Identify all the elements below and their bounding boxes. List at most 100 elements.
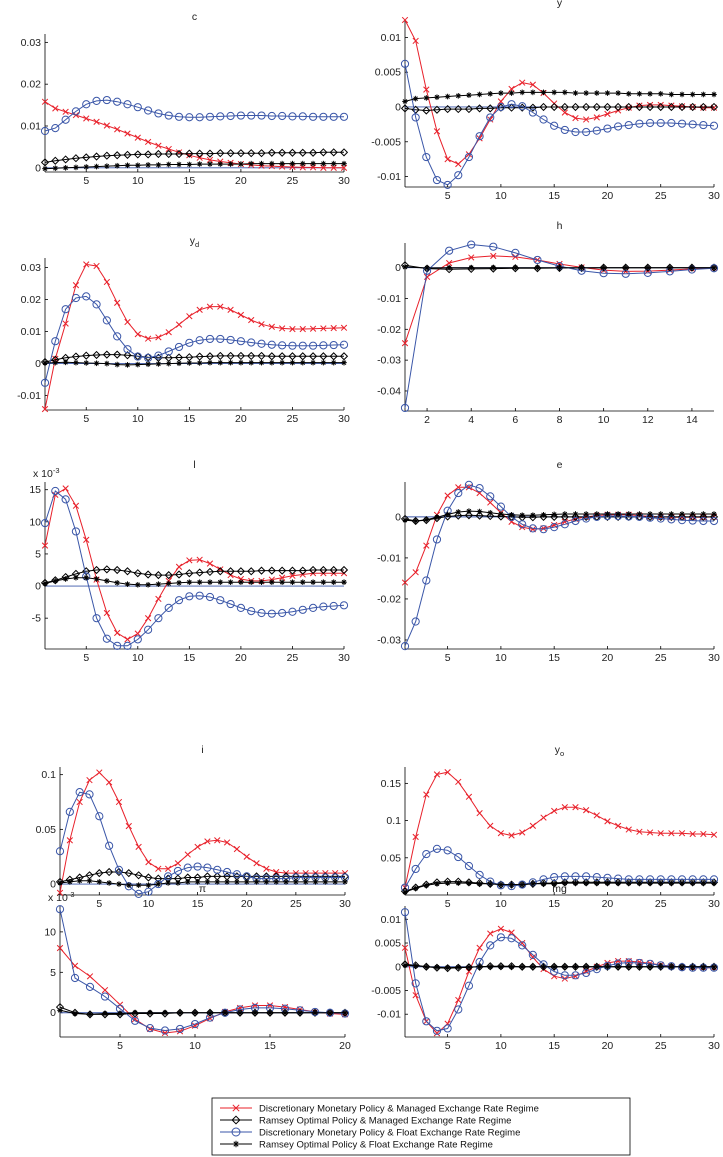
panel-title-main: y bbox=[190, 235, 196, 247]
data-point bbox=[195, 591, 204, 600]
series-path bbox=[44, 263, 345, 410]
x-tick-label: 15 bbox=[548, 898, 560, 910]
data-point bbox=[160, 1026, 170, 1035]
data-point bbox=[224, 879, 230, 885]
data-point bbox=[133, 352, 142, 361]
data-point bbox=[529, 81, 537, 88]
data-point bbox=[625, 826, 632, 833]
data-point bbox=[667, 102, 676, 112]
data-point bbox=[490, 264, 497, 271]
data-point bbox=[423, 963, 430, 970]
data-point bbox=[476, 508, 483, 515]
chart-panel: h 2 4 6 8 10 12 14 -0.04 -0.03 -0.02 -0.01 0 bbox=[377, 220, 719, 426]
data-point bbox=[196, 360, 203, 366]
data-point bbox=[217, 161, 224, 167]
panel-title-main: h bbox=[557, 220, 563, 232]
data-point bbox=[422, 849, 431, 859]
data-point bbox=[571, 512, 580, 521]
x-tick-label: 30 bbox=[708, 652, 720, 664]
data-point bbox=[667, 512, 676, 521]
data-point bbox=[134, 630, 141, 637]
data-point bbox=[519, 89, 526, 96]
chart-panel: l x 10-3 5 10 15 20 25 30 -5 0 5 10 15 bbox=[29, 459, 350, 664]
y-tick-label: 10 bbox=[29, 516, 41, 528]
data-point bbox=[216, 149, 225, 158]
data-point bbox=[530, 89, 536, 96]
data-point bbox=[402, 517, 408, 523]
y-tick-label: 0.02 bbox=[21, 79, 42, 91]
data-point bbox=[434, 881, 440, 887]
data-point bbox=[310, 579, 316, 585]
x-tick-label: 5 bbox=[83, 175, 89, 187]
data-point bbox=[134, 162, 141, 169]
legend-label: Discretionary Monetary Policy & Managed … bbox=[259, 1104, 539, 1115]
legend-marker bbox=[231, 1115, 241, 1125]
legend-marker bbox=[232, 1104, 240, 1112]
data-point bbox=[269, 160, 275, 167]
data-point bbox=[528, 108, 537, 117]
data-point bbox=[164, 149, 173, 159]
data-point bbox=[604, 110, 611, 118]
data-point bbox=[465, 793, 473, 800]
data-point bbox=[103, 278, 111, 286]
y-tick-label: 0 bbox=[35, 162, 41, 174]
data-point bbox=[247, 351, 256, 361]
data-point bbox=[298, 112, 307, 121]
data-point bbox=[645, 118, 655, 128]
x-tick-label: 10 bbox=[143, 898, 155, 910]
data-point bbox=[689, 880, 696, 886]
data-point bbox=[252, 1009, 258, 1016]
data-point bbox=[412, 518, 419, 524]
data-point bbox=[329, 112, 338, 121]
data-point bbox=[61, 155, 70, 164]
data-point bbox=[174, 570, 184, 579]
data-point bbox=[232, 870, 241, 879]
data-point bbox=[299, 325, 306, 333]
data-point bbox=[464, 152, 474, 162]
data-point bbox=[422, 106, 431, 115]
y-tick-label: -0.02 bbox=[377, 324, 401, 336]
y-tick-label: 0 bbox=[35, 581, 41, 593]
y-scale-label: x 10-3 bbox=[48, 890, 75, 904]
data-point bbox=[226, 351, 235, 361]
data-point bbox=[476, 881, 483, 887]
data-point bbox=[657, 830, 664, 837]
data-point bbox=[434, 94, 440, 101]
data-point bbox=[668, 511, 675, 517]
data-point bbox=[143, 150, 153, 159]
x-tick-label: 5 bbox=[445, 1040, 451, 1052]
data-point bbox=[411, 516, 420, 526]
panel-title: h bbox=[557, 220, 563, 232]
data-point bbox=[583, 880, 589, 886]
data-point bbox=[508, 929, 515, 936]
chart-panel: π x 10-3 5 10 15 20 0 5 10 bbox=[44, 883, 351, 1052]
data-point bbox=[102, 316, 111, 325]
data-point bbox=[320, 579, 327, 585]
data-point bbox=[96, 879, 103, 885]
data-point bbox=[279, 160, 285, 167]
data-point bbox=[668, 91, 675, 98]
x-tick-label: 5 bbox=[117, 1040, 123, 1052]
series-path bbox=[44, 568, 344, 584]
data-point bbox=[217, 359, 224, 366]
data-point bbox=[114, 126, 121, 133]
y-tick-label: 0 bbox=[395, 511, 401, 523]
data-point bbox=[222, 1009, 228, 1016]
data-point bbox=[76, 877, 83, 884]
legend-item-2: Ramsey Optimal Policy & Managed Exchange… bbox=[220, 1116, 511, 1127]
data-point bbox=[299, 160, 306, 167]
data-point bbox=[70, 973, 80, 983]
legend-label: Discretionary Monetary Policy & Float Ex… bbox=[259, 1128, 520, 1139]
legend-label: Ramsey Optimal Policy & Managed Exchange… bbox=[259, 1116, 511, 1127]
data-point bbox=[207, 359, 213, 366]
data-point bbox=[604, 818, 611, 825]
data-point bbox=[247, 607, 256, 616]
panel-title-sub: d bbox=[195, 240, 199, 249]
data-point bbox=[454, 1005, 463, 1014]
panel-title-main: c bbox=[192, 11, 197, 23]
y-tick-label: 0.01 bbox=[381, 914, 402, 926]
data-point bbox=[615, 880, 621, 886]
data-point bbox=[339, 601, 349, 610]
